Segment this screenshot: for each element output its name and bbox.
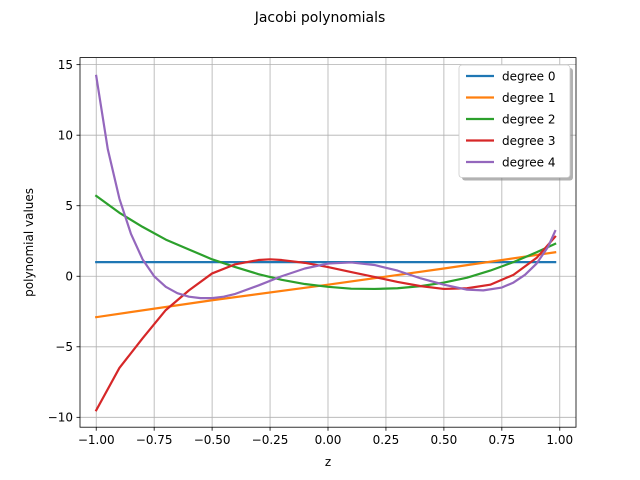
series-layer bbox=[94, 74, 557, 412]
y-axis-label: polynomial values bbox=[22, 188, 36, 297]
series-line-2 bbox=[94, 194, 557, 291]
legend-box bbox=[458, 64, 571, 178]
x-tick-label: 0.50 bbox=[431, 433, 458, 447]
x-tick-label: 0.00 bbox=[315, 433, 342, 447]
legend-label-0: degree 0 bbox=[502, 69, 556, 83]
legend-label-4: degree 4 bbox=[502, 155, 556, 169]
tick-layer: −1.00 −0.75 −0.50 −0.25 0.00 0.25 0.50 0.75 1.00… bbox=[48, 58, 573, 447]
x-tick-label: −0.75 bbox=[136, 433, 173, 447]
x-tick-label: −1.00 bbox=[78, 433, 115, 447]
y-tick-label: −5 bbox=[55, 340, 73, 354]
y-tick-label: 0 bbox=[65, 270, 73, 284]
y-tick-label: 10 bbox=[58, 128, 73, 142]
y-tick-label: 5 bbox=[65, 199, 73, 213]
legend-label-1: degree 1 bbox=[502, 91, 556, 105]
chart-title: Jacobi polynomials bbox=[254, 10, 386, 26]
series-line-1 bbox=[94, 251, 557, 319]
x-axis-label: z bbox=[325, 455, 331, 469]
x-tick-label: −0.25 bbox=[252, 433, 289, 447]
x-tick-label: 0.75 bbox=[488, 433, 515, 447]
x-tick-label: 0.25 bbox=[373, 433, 400, 447]
legend-label-2: degree 2 bbox=[502, 112, 556, 126]
legend: degree 0 degree 1 degree 2 degree 3 degree 4 bbox=[458, 64, 573, 181]
y-tick-label: 15 bbox=[58, 58, 73, 72]
x-tick-label: 1.00 bbox=[546, 433, 573, 447]
legend-label-3: degree 3 bbox=[502, 134, 556, 148]
y-tick-label: −10 bbox=[48, 411, 73, 425]
series-line-4 bbox=[94, 74, 557, 300]
x-tick-label: −0.50 bbox=[194, 433, 231, 447]
